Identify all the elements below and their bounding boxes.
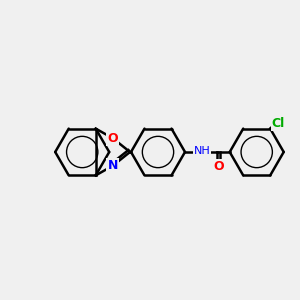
Text: O: O xyxy=(213,160,224,173)
Text: N: N xyxy=(108,159,118,172)
Text: Cl: Cl xyxy=(272,117,285,130)
Text: NH: NH xyxy=(194,146,210,156)
Text: O: O xyxy=(107,132,118,145)
